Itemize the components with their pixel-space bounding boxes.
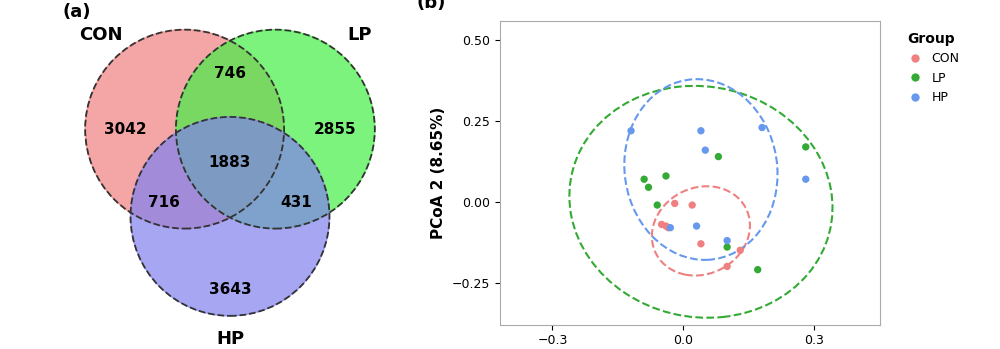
Circle shape [131,117,329,316]
Point [710,154,726,159]
Text: 2855: 2855 [313,122,356,136]
Point [693,241,709,247]
Point [662,225,678,230]
Text: (b): (b) [416,0,446,12]
Circle shape [176,30,375,229]
Point [667,201,683,206]
Text: 3042: 3042 [104,122,147,136]
Point [649,202,665,208]
Text: 716: 716 [148,195,180,210]
Point [636,177,652,182]
Point [750,267,766,273]
Point [689,223,705,229]
Text: HP: HP [216,329,244,348]
Point [641,185,657,190]
Point [658,173,674,179]
Point [684,202,700,208]
Text: 1883: 1883 [209,155,251,170]
Point [693,128,709,134]
Point [798,177,814,182]
Point [754,125,770,130]
Point [658,223,674,229]
Point [697,147,713,153]
Text: 746: 746 [214,66,246,81]
Point [719,244,735,250]
Legend: CON, LP, HP: CON, LP, HP [898,27,964,109]
Point [719,238,735,243]
Circle shape [85,30,284,229]
Y-axis label: PCoA 2 (8.65%): PCoA 2 (8.65%) [431,107,446,239]
Text: 3643: 3643 [209,282,251,297]
Point [660,225,676,230]
Text: 431: 431 [280,195,312,210]
Text: LP: LP [347,26,371,44]
Point [732,247,748,253]
Point [654,222,670,227]
Text: CON: CON [79,26,123,44]
Text: (a): (a) [62,3,91,22]
Point [798,144,814,150]
Point [623,128,639,134]
Point [719,263,735,269]
